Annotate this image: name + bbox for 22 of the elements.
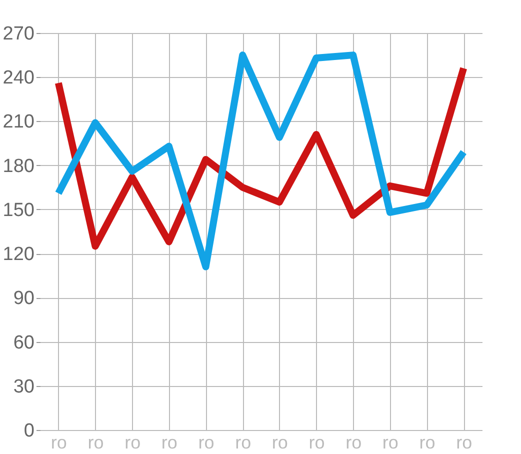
x-tick-label: ro [198, 432, 214, 452]
x-tick-label: ro [346, 432, 362, 452]
x-tick-label: ro [272, 432, 288, 452]
y-tick-label: 120 [2, 244, 34, 266]
x-tick-label: ro [124, 432, 141, 452]
y-tick-label: 240 [2, 68, 34, 89]
x-tick-label: ro [419, 432, 436, 452]
y-tick-label: 270 [2, 24, 34, 44]
y-tick-label: 210 [2, 112, 34, 133]
y-tick-label: 30 [13, 376, 34, 398]
x-tick-label: ro [382, 432, 398, 452]
y-tick-label: 150 [2, 200, 34, 221]
y-tick-label: 60 [13, 332, 34, 354]
x-tick-label: ro [235, 432, 252, 452]
x-tick-label: ro [88, 432, 104, 452]
y-tick-label: 180 [2, 156, 34, 177]
x-tick-label: ro [161, 432, 178, 452]
x-tick-label: ro [308, 432, 325, 452]
y-tick-label: 0 [24, 420, 34, 442]
x-tick-label: ro [456, 432, 472, 452]
x-tick-label: ro [50, 432, 67, 452]
y-tick-label: 90 [13, 288, 34, 310]
